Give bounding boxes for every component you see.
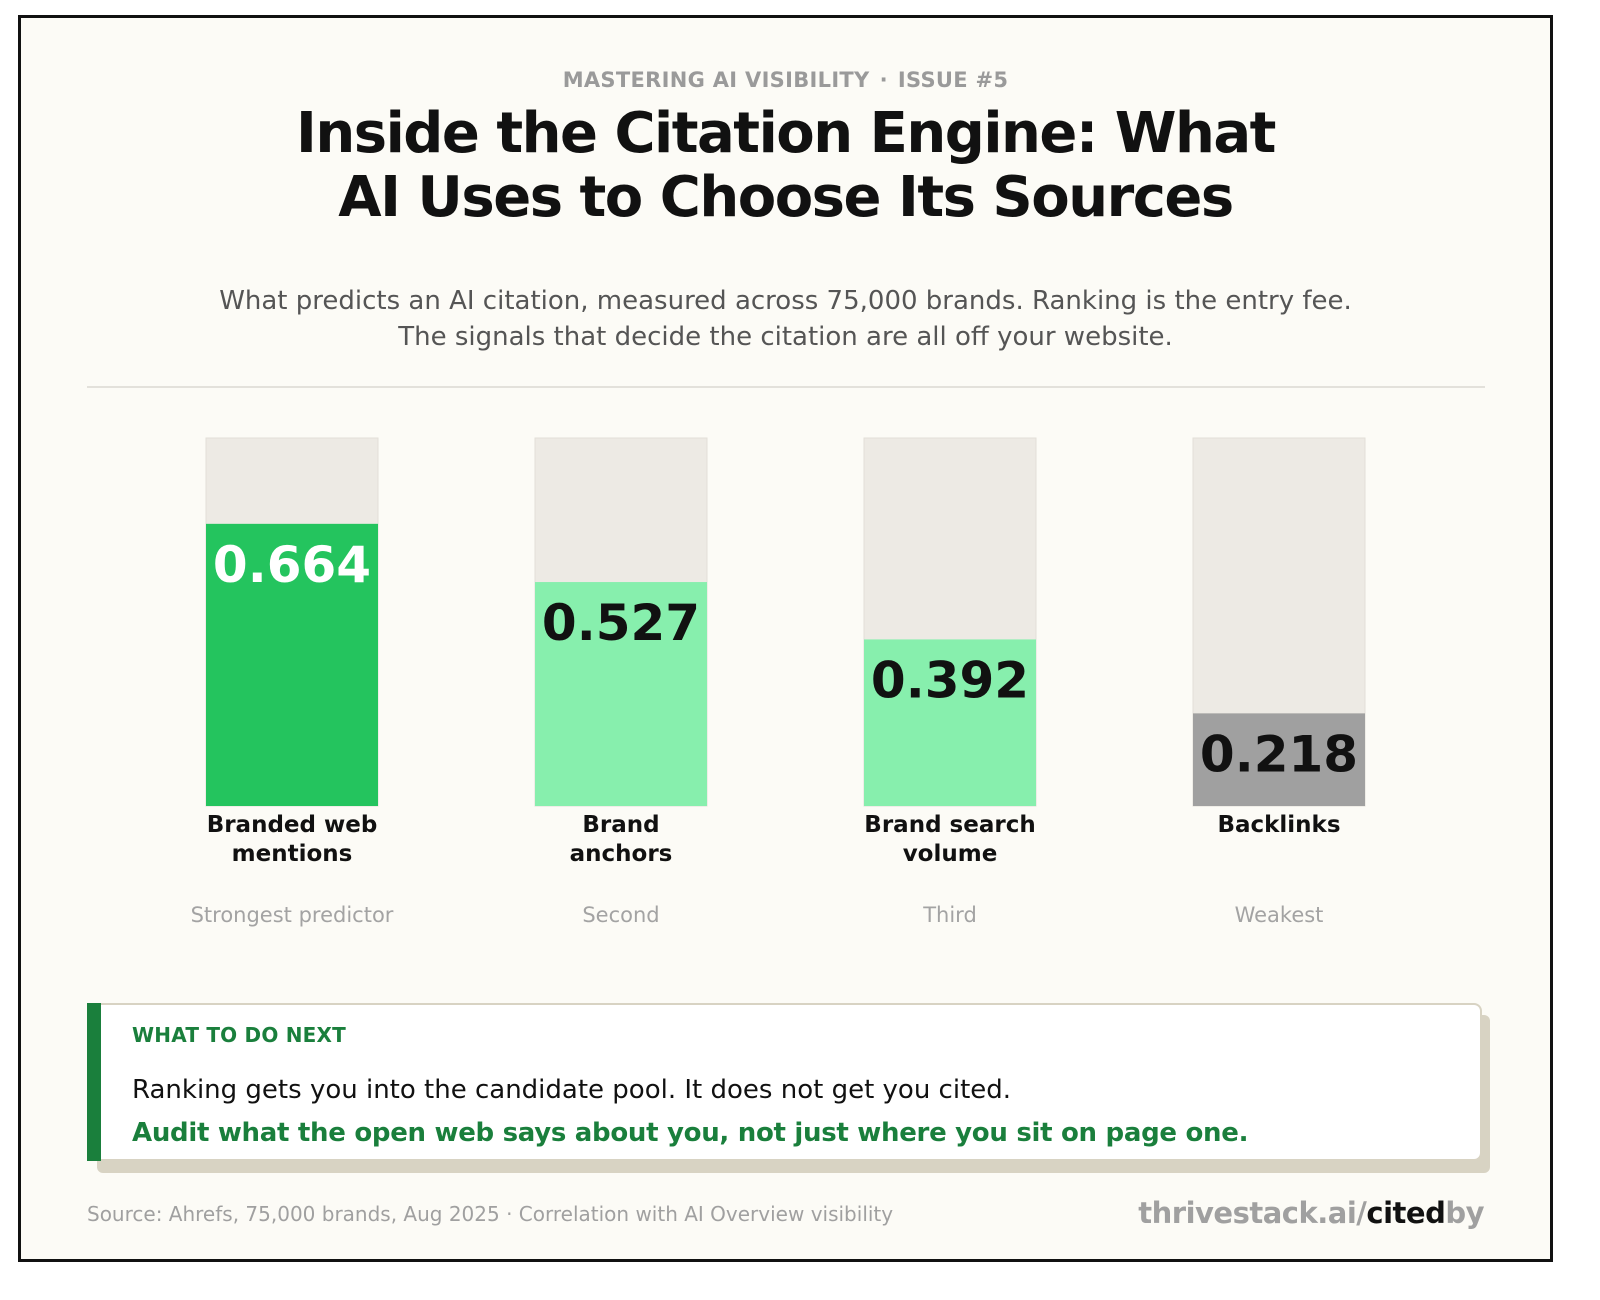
kicker-separator: ·	[879, 68, 888, 92]
bar-value-label: 0.392	[871, 651, 1029, 709]
category-label: Backlinks	[1217, 812, 1340, 838]
category-label: anchors	[570, 841, 673, 867]
page-title: Inside the Citation Engine: What AI Uses…	[141, 102, 1430, 230]
bar-value-label: 0.218	[1200, 725, 1358, 783]
category-label: Brand	[582, 812, 659, 838]
bar-chart: 0.664 Branded web mentions Strongest predic…	[191, 437, 1366, 927]
bar	[206, 523, 378, 806]
divider	[87, 386, 1485, 388]
source-note: Source: Ahrefs, 75,000 brands, Aug 2025 …	[87, 1202, 894, 1226]
callout-box: WHAT TO DO NEXT Ranking gets you into th…	[87, 1003, 1482, 1161]
category-label: Branded web	[207, 812, 378, 838]
category-label: mentions	[232, 841, 353, 867]
issue-number: ISSUE #5	[897, 68, 1009, 92]
kicker: MASTERING AI VISIBILITY · ISSUE #5	[21, 68, 1550, 92]
brand-by: by	[1445, 1196, 1484, 1230]
series-name: MASTERING AI VISIBILITY	[562, 68, 870, 92]
bar-value-label: 0.527	[542, 594, 700, 652]
rank-label: Third	[922, 903, 977, 927]
callout-emphasis: Audit what the open web says about you, …	[132, 1118, 1249, 1148]
category-label: volume	[903, 841, 998, 867]
subtitle: What predicts an AI citation, measured a…	[141, 283, 1430, 355]
rank-label: Weakest	[1235, 903, 1324, 927]
subtitle-line-1: What predicts an AI citation, measured a…	[219, 286, 1352, 316]
rank-label: Second	[582, 903, 659, 927]
callout-text: Ranking gets you into the candidate pool…	[132, 1075, 1012, 1105]
brand-cited: cited	[1366, 1196, 1446, 1230]
brand-logo: thrivestack.ai/citedby	[1138, 1196, 1484, 1230]
bar-value-label: 0.664	[213, 536, 371, 594]
subtitle-line-2: The signals that decide the citation are…	[398, 322, 1173, 352]
bar	[864, 639, 1036, 806]
brand-domain: thrivestack.ai/	[1138, 1196, 1367, 1230]
callout-heading: WHAT TO DO NEXT	[132, 1023, 346, 1047]
category-label: Brand search	[864, 812, 1035, 838]
callout-accent-bar	[87, 1003, 101, 1161]
bar	[535, 582, 707, 806]
bar	[1193, 713, 1365, 806]
infographic-frame: MASTERING AI VISIBILITY · ISSUE #5 Inside …	[18, 15, 1553, 1262]
title-line-2: AI Uses to Choose Its Sources	[338, 165, 1234, 230]
rank-label: Strongest predictor	[191, 903, 394, 927]
title-line-1: Inside the Citation Engine: What	[296, 101, 1276, 166]
